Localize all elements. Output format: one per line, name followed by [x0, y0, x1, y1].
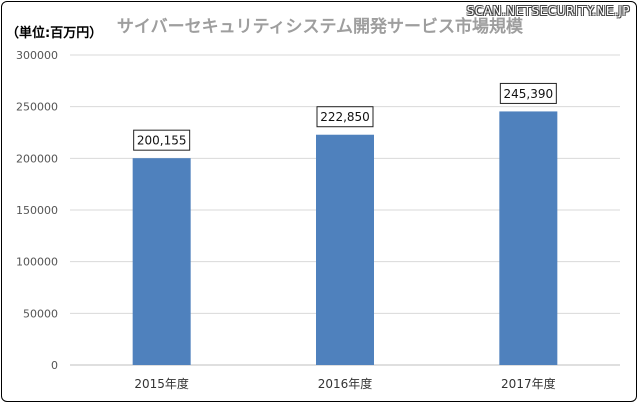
bar — [316, 134, 374, 365]
y-tick-label: 100000 — [16, 256, 58, 269]
data-label: 245,390 — [504, 87, 554, 101]
x-category-label: 2017年度 — [501, 376, 556, 391]
watermark: SCAN.NETSECURITY.NE.JP — [466, 4, 630, 18]
y-tick-label: 50000 — [23, 307, 58, 320]
data-label: 200,155 — [137, 134, 187, 148]
data-label-box — [316, 106, 374, 128]
y-tick-label: 0 — [51, 359, 58, 372]
bars — [132, 111, 558, 366]
chart-title: サイバーセキュリティシステム開発サービス市場規模 — [116, 17, 524, 37]
x-axis-categories: 2015年度 2016年度 2017年度 — [134, 376, 555, 391]
unit-label: （単位:百万円） — [6, 26, 103, 41]
y-tick-label: 250000 — [16, 101, 58, 114]
data-label: 222,850 — [320, 110, 370, 124]
y-tick-label: 150000 — [16, 204, 58, 217]
bar — [499, 111, 558, 366]
y-tick-label: 200000 — [16, 152, 58, 165]
data-label-box — [499, 82, 557, 104]
data-label-box — [133, 129, 191, 151]
bar — [132, 158, 191, 365]
x-category-label: 2015年度 — [134, 376, 189, 391]
y-tick-label: 300000 — [16, 49, 58, 62]
y-axis-ticks: 0 50000 100000 150000 200000 250000 300000 — [16, 49, 58, 372]
data-labels: 200,155 222,850 245,390 — [133, 82, 557, 151]
x-category-label: 2016年度 — [318, 376, 373, 391]
